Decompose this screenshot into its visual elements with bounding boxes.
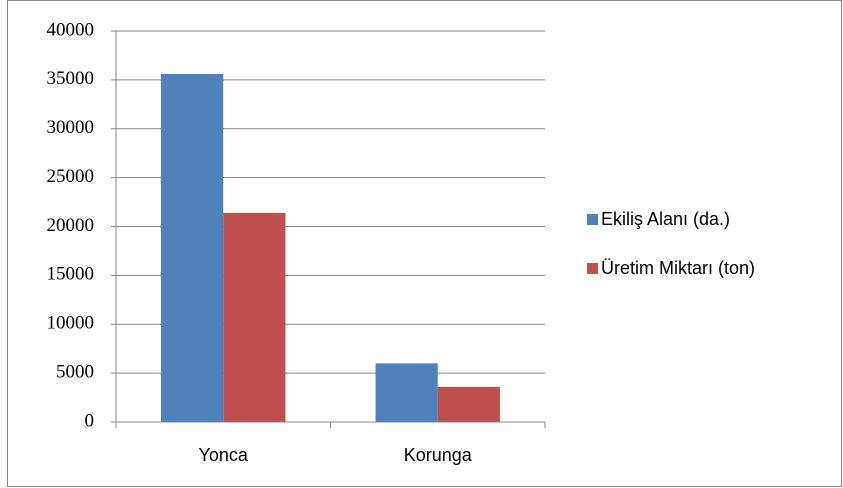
y-tick-label: 25000 bbox=[47, 166, 95, 187]
x-tick-label: Korunga bbox=[404, 445, 473, 465]
legend-label: Ekiliş Alanı (da.) bbox=[601, 209, 730, 229]
bar bbox=[437, 386, 500, 422]
y-tick-label: 5000 bbox=[56, 361, 94, 382]
bar bbox=[161, 74, 224, 422]
bar bbox=[375, 363, 438, 422]
bar bbox=[223, 212, 286, 422]
y-tick-label: 0 bbox=[85, 410, 95, 431]
legend-label: Üretim Miktarı (ton) bbox=[601, 258, 755, 278]
y-tick-label: 20000 bbox=[47, 215, 95, 236]
y-tick-label: 10000 bbox=[47, 313, 95, 334]
legend-swatch bbox=[587, 214, 598, 225]
legend-swatch bbox=[587, 263, 598, 274]
x-tick-label: Yonca bbox=[199, 445, 249, 465]
y-tick-label: 30000 bbox=[47, 117, 95, 138]
y-tick-label: 35000 bbox=[47, 68, 95, 89]
y-tick-label: 40000 bbox=[47, 19, 95, 40]
y-tick-label: 15000 bbox=[47, 264, 95, 285]
